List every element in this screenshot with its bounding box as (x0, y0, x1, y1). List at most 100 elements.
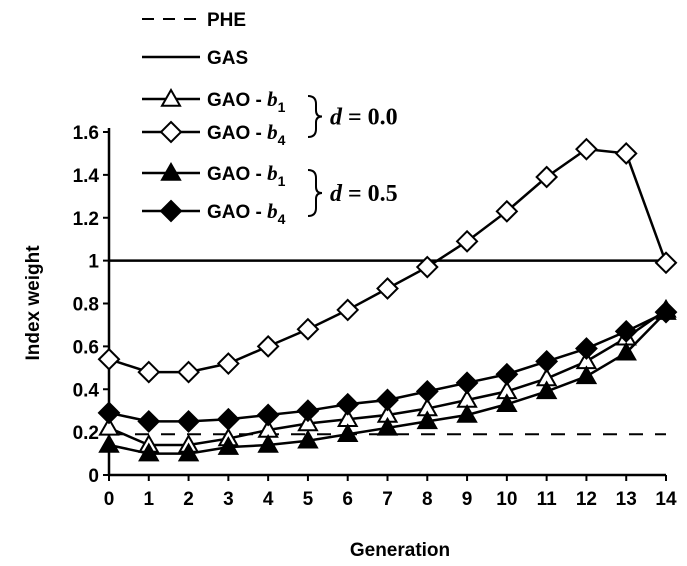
legend-group-annotation: d = 0.0 (307, 95, 398, 138)
x-tick-label: 2 (183, 489, 194, 510)
data-point (535, 165, 559, 189)
y-tick-label: 0 (88, 466, 99, 487)
data-point (98, 433, 120, 453)
axes: 00.20.40.60.811.21.41.60 1 2 3 4 5 6 7 8 9 10 11 12 1… (73, 123, 677, 510)
data-point (535, 349, 559, 373)
data-point (495, 199, 519, 223)
data-point (455, 229, 479, 253)
data-point (177, 360, 200, 384)
legend-marker (160, 87, 182, 107)
x-tick-label: 7 (382, 489, 393, 510)
data-point (177, 409, 200, 433)
x-tick-label: 8 (422, 489, 433, 510)
data-point (336, 298, 360, 322)
data-point (615, 341, 637, 361)
data-point (336, 423, 359, 443)
data-point (535, 380, 558, 400)
data-point (654, 251, 678, 275)
y-tick-label: 0.4 (73, 380, 100, 401)
data-point (137, 360, 161, 384)
data-point (256, 403, 280, 427)
data-point (456, 403, 478, 423)
data-point (575, 137, 598, 161)
x-tick-label: 3 (223, 489, 234, 510)
y-tick-label: 1.6 (73, 123, 99, 144)
data-point (97, 401, 121, 425)
d-value-label: d = 0.0 (330, 105, 398, 131)
x-axis-title: Generation (350, 540, 450, 561)
data-point (216, 352, 240, 375)
y-axis-title: Index weight (23, 245, 44, 361)
data-point (416, 410, 439, 430)
y-tick-label: 1.2 (73, 209, 99, 230)
data-point (415, 255, 439, 279)
data-point (495, 362, 519, 386)
legend-group-annotation: d = 0.5 (307, 169, 398, 217)
y-tick-label: 1 (88, 252, 99, 273)
x-tick-label: 11 (537, 489, 558, 510)
y-tick-label: 1.4 (73, 166, 100, 187)
data-point (614, 142, 638, 165)
data-point (177, 442, 200, 462)
legend-label: GAO - b4 (207, 199, 286, 227)
data-point (496, 393, 518, 413)
x-tick-label: 1 (143, 489, 154, 510)
data-point (575, 337, 598, 360)
legend-item: GAO - b1 (142, 87, 286, 115)
data-point (296, 399, 320, 423)
brace (307, 169, 323, 217)
data-point (217, 436, 240, 455)
data-point (575, 365, 598, 385)
data-point (257, 433, 279, 453)
y-tick-label: 0.8 (73, 295, 99, 316)
y-tick-label: 0.2 (73, 423, 99, 444)
x-tick-label: 13 (616, 489, 637, 510)
series-2 (98, 298, 677, 453)
legend-item: GAO - b4 (142, 199, 286, 227)
data-point (376, 416, 399, 436)
x-tick-label: 0 (104, 489, 115, 510)
data-point (138, 442, 160, 462)
d-value-label: d = 0.5 (330, 181, 398, 207)
data-point (336, 392, 360, 416)
data-point (297, 429, 319, 449)
legend: PHE GAS GAO - b1 GAO - b4 GAO - b1 GAO - b4 d … (142, 10, 398, 227)
data-point (97, 347, 121, 371)
y-tick-label: 0.6 (73, 337, 99, 358)
data-point (137, 409, 161, 433)
x-tick-label: 12 (576, 489, 597, 510)
legend-item: PHE (142, 10, 246, 31)
legend-item: GAO - b4 (142, 120, 286, 148)
legend-label: PHE (207, 10, 246, 31)
legend-label: GAS (207, 48, 248, 69)
brace (307, 95, 323, 138)
data-point (415, 379, 439, 403)
legend-marker (159, 120, 183, 144)
data-point (216, 407, 240, 431)
data-point (376, 388, 399, 412)
legend-label: GAO - b4 (207, 120, 286, 148)
data-point (376, 277, 399, 300)
legend-marker (159, 199, 183, 223)
legend-item: GAO - b1 (142, 161, 286, 189)
legend-label: GAO - b1 (207, 161, 286, 189)
legend-label: GAO - b1 (207, 87, 286, 115)
data-point (654, 300, 678, 324)
series-4 (98, 301, 677, 462)
x-tick-label: 10 (496, 489, 517, 510)
x-tick-label: 4 (263, 489, 274, 510)
legend-marker (160, 161, 182, 181)
x-tick-label: 9 (462, 489, 473, 510)
x-tick-label: 14 (655, 489, 677, 510)
data-point (256, 334, 280, 358)
legend-item: GAS (142, 48, 248, 69)
series-layer (97, 137, 678, 462)
data-point (614, 319, 638, 343)
x-tick-label: 5 (303, 489, 314, 510)
series-3 (97, 137, 678, 384)
data-point (296, 317, 320, 341)
series-5 (97, 300, 678, 433)
data-point (455, 371, 479, 395)
x-tick-label: 6 (342, 489, 353, 510)
